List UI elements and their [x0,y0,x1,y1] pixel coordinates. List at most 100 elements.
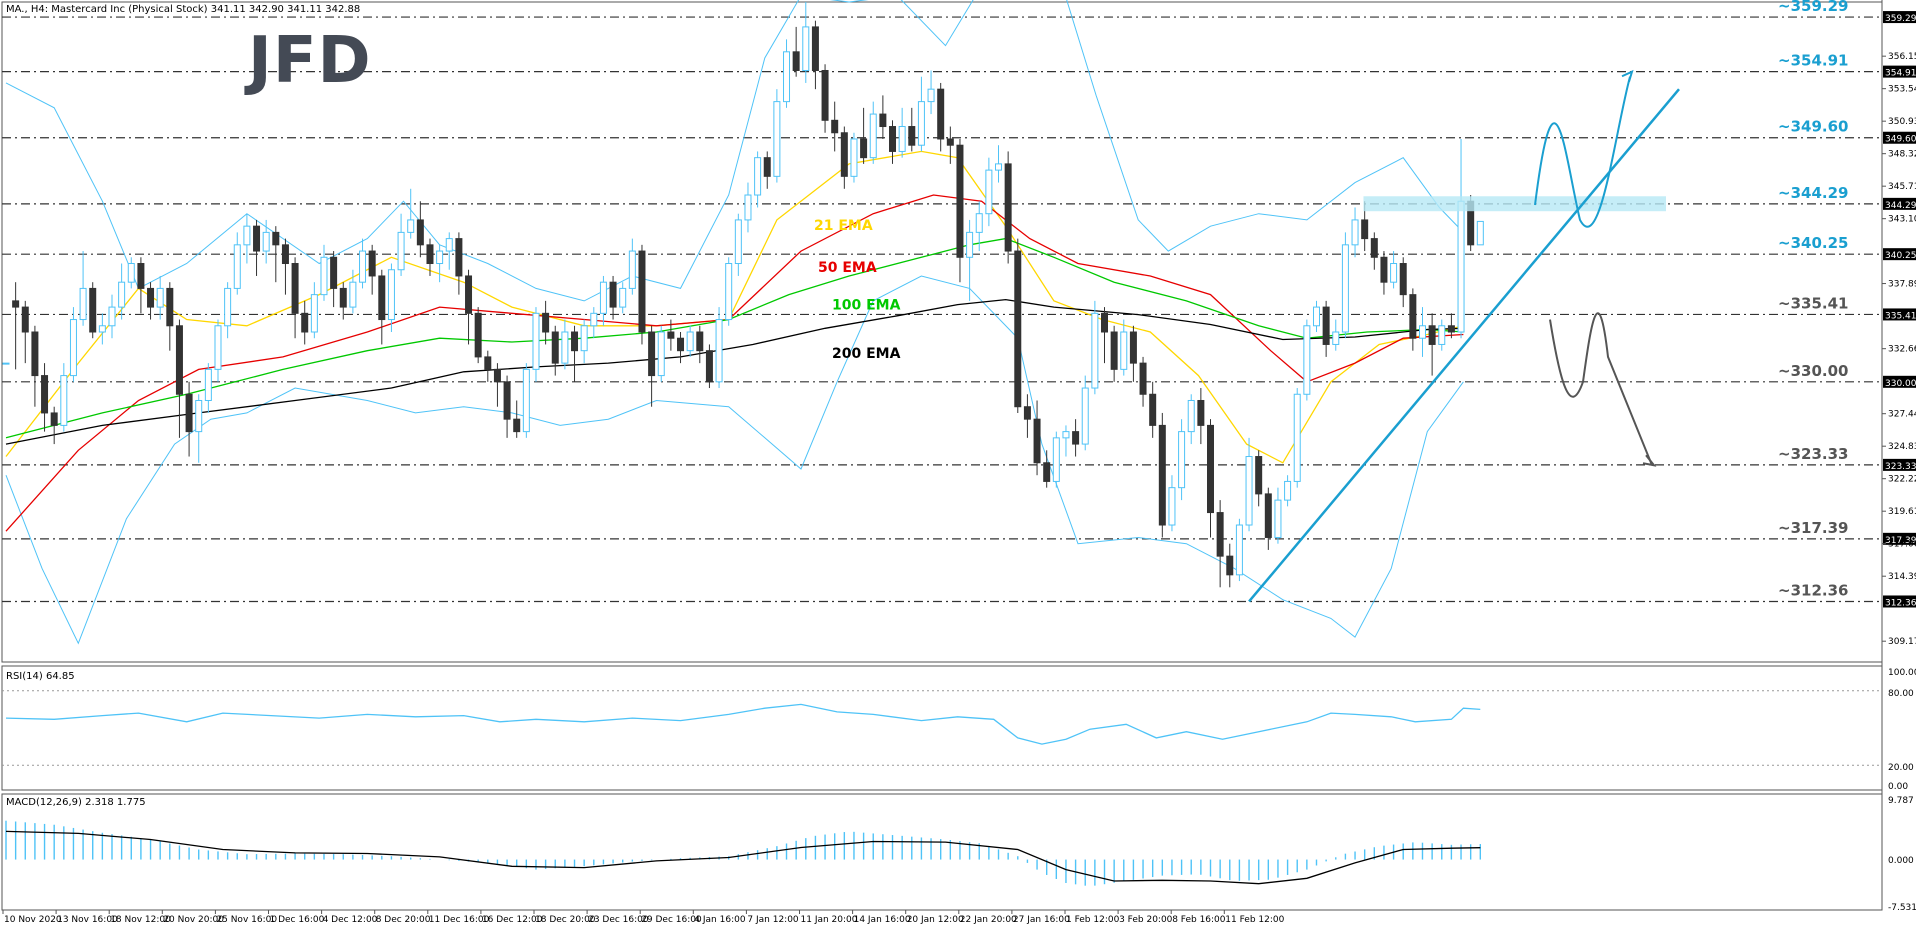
x-tick-label: 10 Nov 2020 [4,915,62,925]
candle-body [262,231,270,252]
x-tick-label: 8 Dec 20:00 [376,915,431,925]
candle-body [657,331,665,377]
candle-body [1476,220,1484,246]
x-tick-label: 25 Nov 16:00 [216,915,277,925]
candle-body [1322,306,1330,345]
candle-body [763,157,771,177]
rsi-scale-0: 0.00 [1888,782,1908,792]
rsi-panel-frame [1,665,1883,791]
candle-body [840,132,848,177]
level-label: ~317.39 [1778,519,1848,537]
candle-body [513,418,521,433]
candle-body [1158,424,1166,526]
resistance-zone [1363,196,1666,212]
y-tick-label: 327.44 [1888,410,1916,420]
candle-body [253,225,261,252]
level-label: ~349.60 [1778,118,1848,136]
candle-body [744,194,752,221]
price-tag-box [1883,458,1916,471]
y-tick-label: 332.66 [1888,345,1916,355]
ema-label: 200 EMA [832,346,901,362]
candle-body [272,231,280,246]
level-label: ~354.91 [1778,52,1848,70]
price-tag: 359.29 [1885,14,1916,24]
price-tag-box [1883,595,1916,608]
y-tick-label: 317.00 [1888,540,1916,550]
candle-body [1216,512,1224,557]
candle-body [995,163,1003,171]
candle-body [802,26,810,71]
candle-body [561,331,569,364]
candle-body [754,157,762,196]
candle-body [330,256,338,289]
candle-body [69,319,77,377]
x-tick-label: 3 Feb 20:00 [1119,915,1173,925]
ema-label: 100 EMA [832,298,901,314]
candle-body [725,263,733,321]
candle-body [1390,263,1398,283]
candle-body [532,312,540,370]
candle-body [917,101,925,146]
candle-body [522,368,530,433]
chart-header-symbol: MA., H4: Mastercard Inc (Physical Stock)… [6,4,360,15]
ema21-line [5,150,1464,464]
x-tick-label: 11 Dec 16:00 [429,915,490,925]
bullish-scenario-arrow [1534,76,1631,228]
candle-body [387,269,395,321]
candle-body [98,325,106,333]
macd-scale-zero: 0.000 [1888,856,1914,866]
candle-body [975,213,983,233]
candle-body [1428,325,1436,345]
candle-body [705,350,713,383]
rsi-label: RSI(14) 64.85 [6,671,75,682]
candle-body [1399,263,1407,296]
candle-body [542,312,550,333]
candle-body [1341,244,1349,333]
candle-body [1293,393,1301,482]
candle-body [214,325,222,370]
candle-body [224,287,232,327]
ema-label: 50 EMA [818,260,877,276]
candle-body [985,169,993,215]
level-label: ~312.36 [1778,581,1848,599]
candle-body [860,138,868,159]
bollinger-lower-line [5,275,1464,645]
x-tick-label: 16 Dec 12:00 [482,915,543,925]
candle-body [1072,431,1080,445]
candle-body [783,51,791,103]
candle-body [831,119,839,134]
candle-body [946,138,954,146]
candle-body [937,88,945,140]
candle-body [21,306,29,333]
candle-body [291,263,299,314]
candle-body [1207,424,1214,514]
candle-body [648,331,656,377]
candle-body [696,331,704,352]
candle-body [1438,325,1446,345]
candle-body [493,368,501,383]
macd-scale-min: -7.531 [1888,903,1916,913]
candle-body [320,256,328,296]
candle-body [310,294,318,333]
y-tick-label: 345.71 [1888,182,1916,192]
x-tick-label: 27 Jan 16:00 [1013,915,1070,925]
x-tick-label: 4 Jan 16:00 [694,915,746,925]
bearish-arrowhead [1642,454,1657,467]
candle-body [1101,312,1109,333]
rsi-scale-80: 80.00 [1888,689,1914,699]
y-tick-label: 348.32 [1888,150,1916,160]
x-tick-label: 13 Nov 16:00 [57,915,118,925]
price-tag: 323.33 [1885,462,1916,472]
candle-body [1091,312,1099,389]
candle-body [1409,294,1417,339]
candle-body [349,281,357,308]
candle-body [1245,456,1253,526]
y-tick-label: 324.83 [1888,442,1916,452]
candle-body [1033,418,1041,464]
candle-body [889,126,897,152]
candle-body [580,325,588,352]
price-tag: 335.41 [1885,311,1916,321]
candle-body [850,138,858,177]
candle-body [1187,399,1195,433]
